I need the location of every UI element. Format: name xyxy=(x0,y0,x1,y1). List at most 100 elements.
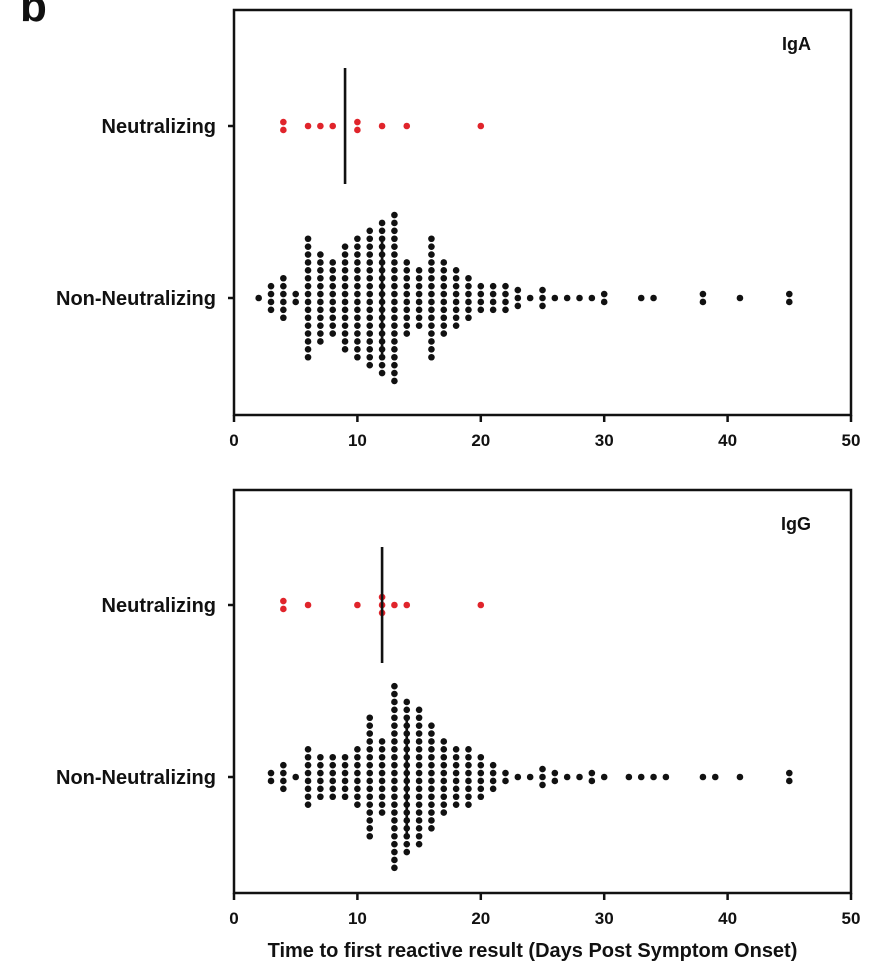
data-point xyxy=(403,706,411,714)
data-point xyxy=(317,761,324,769)
data-point xyxy=(267,769,275,777)
data-point xyxy=(366,353,374,361)
data-point xyxy=(378,353,386,361)
data-point xyxy=(366,322,374,329)
data-point xyxy=(391,274,398,282)
data-point xyxy=(428,282,435,290)
data-point xyxy=(329,322,337,329)
data-point xyxy=(304,298,312,306)
data-point xyxy=(428,267,435,274)
data-point xyxy=(428,809,435,816)
data-point xyxy=(403,840,411,848)
data-point xyxy=(317,753,324,761)
data-point xyxy=(403,267,411,274)
data-point xyxy=(428,290,435,298)
data-point xyxy=(391,377,398,385)
x-tick-label: 50 xyxy=(842,909,861,928)
x-axis-label: Time to first reactive result (Days Post… xyxy=(268,940,798,962)
data-point xyxy=(329,122,337,130)
data-point xyxy=(600,773,608,781)
data-point xyxy=(477,793,485,801)
data-point xyxy=(477,282,485,290)
data-point xyxy=(415,793,423,801)
data-point xyxy=(280,290,287,298)
data-point xyxy=(280,282,287,290)
data-point xyxy=(354,753,361,761)
data-point xyxy=(662,773,670,781)
data-point xyxy=(391,227,398,235)
data-point xyxy=(366,777,374,785)
x-tick-label: 0 xyxy=(229,431,238,450)
data-point xyxy=(329,306,337,314)
data-point xyxy=(304,274,312,282)
data-point xyxy=(428,785,435,793)
data-point xyxy=(317,290,324,298)
data-point xyxy=(354,306,361,314)
data-point xyxy=(428,817,435,824)
data-point xyxy=(391,243,398,250)
data-point xyxy=(391,290,398,298)
data-point xyxy=(366,274,374,282)
data-point xyxy=(452,793,460,801)
data-point xyxy=(304,753,312,761)
data-point xyxy=(366,290,374,298)
data-point xyxy=(391,235,398,243)
data-point xyxy=(304,259,312,266)
data-point xyxy=(391,738,398,745)
data-point xyxy=(391,777,398,785)
data-point xyxy=(317,330,324,337)
data-point xyxy=(502,769,509,777)
data-point xyxy=(576,773,583,781)
data-point xyxy=(354,314,361,322)
data-point xyxy=(465,761,472,769)
data-point xyxy=(391,306,398,314)
data-point xyxy=(391,722,398,729)
data-point xyxy=(341,243,349,250)
data-point xyxy=(539,294,546,302)
data-point xyxy=(317,274,324,282)
series-non-neutralizing xyxy=(255,211,793,385)
data-point xyxy=(366,793,374,801)
data-point xyxy=(452,282,460,290)
data-point xyxy=(267,306,275,314)
data-point xyxy=(403,698,411,706)
data-point xyxy=(415,753,423,761)
data-point xyxy=(452,306,460,314)
data-point xyxy=(304,235,312,243)
data-point xyxy=(317,122,324,130)
data-point xyxy=(341,338,349,345)
data-point xyxy=(378,809,386,816)
data-point xyxy=(329,290,337,298)
data-point xyxy=(514,773,522,781)
data-point xyxy=(711,773,719,781)
data-point xyxy=(366,746,374,753)
data-point xyxy=(415,722,423,729)
data-point xyxy=(366,817,374,824)
plot-frame xyxy=(232,8,853,417)
data-point xyxy=(514,286,522,294)
data-point xyxy=(329,753,337,761)
data-point xyxy=(539,781,546,789)
data-point xyxy=(415,298,423,306)
data-point xyxy=(366,825,374,832)
data-point xyxy=(267,290,275,298)
data-point xyxy=(415,730,423,737)
data-point xyxy=(415,290,423,298)
data-point xyxy=(329,298,337,306)
data-point xyxy=(637,773,645,781)
data-point xyxy=(317,777,324,785)
data-point xyxy=(341,769,349,777)
data-point xyxy=(415,777,423,785)
data-point xyxy=(378,777,386,785)
data-point xyxy=(391,840,398,848)
data-point xyxy=(391,864,398,872)
data-point xyxy=(428,793,435,801)
data-point xyxy=(354,282,361,290)
data-point xyxy=(477,753,485,761)
data-point xyxy=(366,730,374,737)
data-point xyxy=(477,122,485,130)
data-point xyxy=(650,773,657,781)
data-point xyxy=(341,290,349,298)
data-point xyxy=(292,290,300,298)
